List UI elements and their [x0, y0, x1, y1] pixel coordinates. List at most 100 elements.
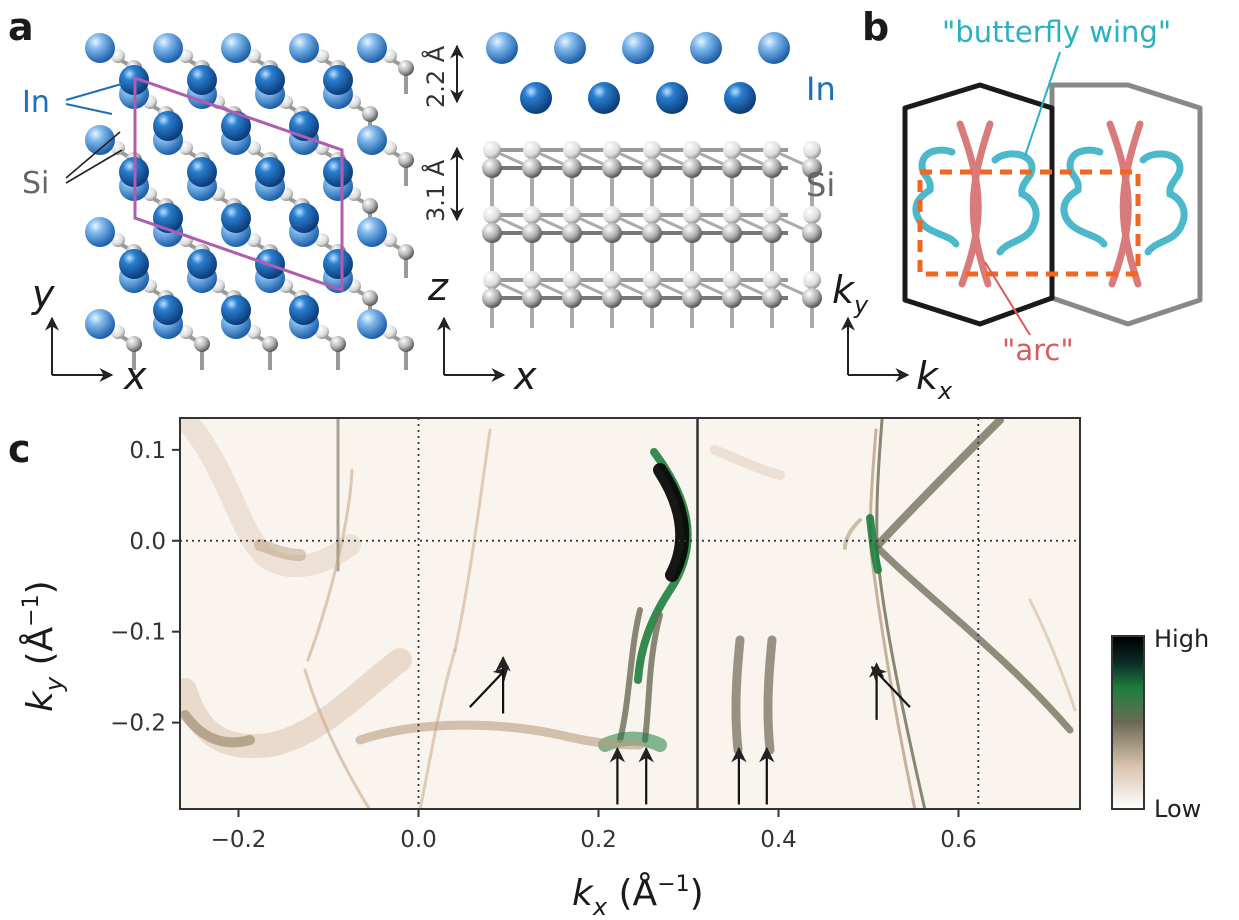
in-atom [187, 65, 217, 95]
k-axes: ky kx [832, 268, 953, 405]
in-atom [153, 295, 183, 325]
si-atom [562, 158, 582, 178]
si-atom [763, 206, 781, 224]
in-atom [85, 125, 115, 155]
in-atom [357, 309, 387, 339]
si-atom [315, 233, 329, 247]
si-atom [383, 141, 397, 155]
feature-arrow [870, 666, 911, 708]
in-atom [289, 33, 319, 63]
si-atom [762, 223, 782, 243]
y-axis-title: ky (Å−1) [18, 580, 68, 712]
si-atom [398, 152, 414, 168]
side-view-lattice [482, 32, 822, 328]
si-atom [179, 49, 193, 63]
arc-band [617, 607, 643, 743]
si-atom [522, 158, 542, 178]
si-atom [523, 206, 541, 224]
si-atom [398, 60, 414, 76]
si-atom [398, 244, 414, 260]
plot-frame [179, 417, 1081, 810]
si-atom [722, 288, 742, 308]
butterfly-wing-label: "butterfly wing" [942, 15, 1171, 49]
si-atom [802, 158, 822, 178]
band [874, 418, 1004, 549]
si-atom [522, 223, 542, 243]
si-atom [722, 223, 742, 243]
band-features [180, 418, 1077, 809]
si-atom [803, 271, 821, 289]
si-atom [603, 271, 621, 289]
butterfly-wings [912, 146, 1188, 256]
band [180, 710, 255, 748]
si-atom [803, 141, 821, 159]
si-atom [383, 233, 397, 247]
si-atom [482, 223, 502, 243]
y-tick-label: −0.1 [110, 620, 166, 646]
arc-band-core [653, 463, 690, 582]
in-atom [255, 65, 285, 95]
y-tick-label: 0.1 [129, 438, 166, 464]
x-axis-title: kx (Å−1) [572, 871, 704, 920]
in-atom [153, 33, 183, 63]
diffuse-band [180, 418, 361, 578]
in-atom [520, 82, 552, 114]
in-layer [486, 32, 790, 114]
band [731, 635, 745, 755]
in-atom [289, 203, 319, 233]
si-atom [247, 49, 261, 63]
si-atom [383, 325, 397, 339]
in-atom [119, 249, 149, 279]
band [1028, 598, 1077, 712]
in-atom [187, 157, 217, 187]
si-pointer-line-2 [65, 149, 123, 184]
si-atom [523, 141, 541, 159]
si-atom [723, 271, 741, 289]
kx-axis-label: kx [916, 354, 953, 405]
si-atom [682, 158, 702, 178]
si-atom [802, 223, 822, 243]
band [874, 544, 1074, 734]
spacing-si-label: 3.1 Å [421, 159, 450, 222]
in-atom [153, 111, 183, 141]
si-atom [682, 223, 702, 243]
in-atom [588, 82, 620, 114]
si-atom [682, 288, 702, 308]
in-atom [690, 32, 722, 64]
axis-x2-label: x [513, 354, 537, 398]
si-atom [723, 206, 741, 224]
spacing-si: 3.1 Å [421, 146, 464, 222]
si-atom [763, 141, 781, 159]
arcs [956, 120, 1144, 288]
side-view-axes: z x [427, 265, 537, 398]
measurement-box [917, 169, 1141, 277]
si-atom [247, 141, 261, 155]
si-atom [330, 336, 346, 352]
in-atom [85, 309, 115, 339]
si-atom [247, 325, 261, 339]
si-atom [315, 49, 329, 63]
si-atom [643, 141, 661, 159]
si-atom [194, 336, 210, 352]
si-atom [683, 206, 701, 224]
panel-c-label: c [8, 427, 31, 471]
in-atom [221, 203, 251, 233]
diffuse-band [710, 445, 785, 480]
si-atom [723, 141, 741, 159]
si-atom [562, 223, 582, 243]
band [763, 635, 777, 755]
arpes-heatmap [180, 418, 1080, 809]
in-atom [486, 32, 518, 64]
in-pointer-line-2 [65, 103, 113, 115]
si-atom [563, 141, 581, 159]
si-atom [642, 288, 662, 308]
band [868, 428, 917, 809]
si-atom [562, 288, 582, 308]
arc-band [303, 668, 372, 809]
in-atom [85, 33, 115, 63]
in-atom [289, 295, 319, 325]
in-atom [255, 157, 285, 187]
spacing-in-label: 2.2 Å [421, 45, 450, 108]
feature-arrows [469, 655, 911, 805]
